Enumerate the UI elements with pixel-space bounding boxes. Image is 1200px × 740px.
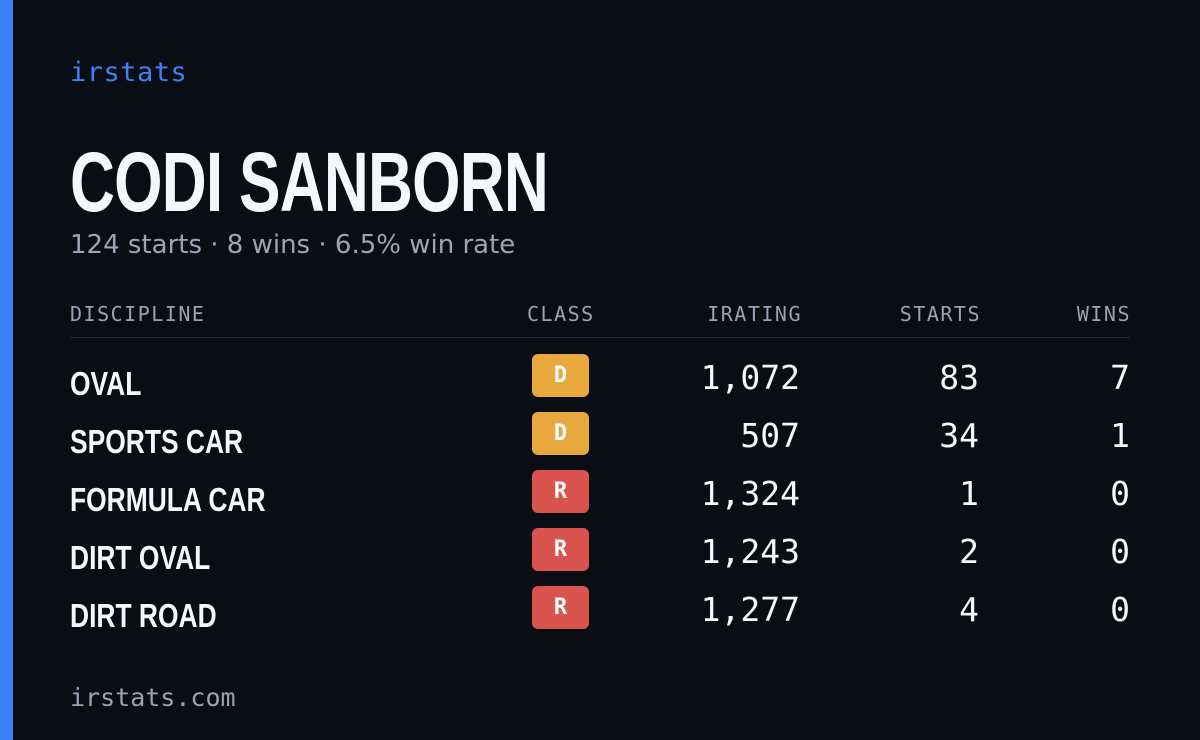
starts-value: 2 [959,532,979,571]
irating-value: 1,277 [700,590,800,629]
driver-summary: 124 starts · 8 wins · 6.5% win rate [70,230,516,260]
starts-value: 4 [959,590,979,629]
footer-url: irstats.com [70,683,236,712]
discipline-label: DIRT OVAL [70,539,211,576]
column-header-class: CLASS [527,302,595,326]
table-row: SPORTS CAR D 507 34 1 [0,412,1200,470]
discipline-label: DIRT ROAD [70,597,217,634]
wins-value: 0 [1110,590,1130,629]
class-badge: R [532,586,589,629]
column-header-irating: IRATING [707,302,802,326]
irating-value: 1,324 [700,474,800,513]
starts-value: 1 [959,474,979,513]
brand-logo-text: irstats [70,57,188,88]
starts-value: 34 [939,416,979,455]
header-divider [70,337,1130,338]
table-row: DIRT ROAD R 1,277 4 0 [0,586,1200,644]
column-header-starts: STARTS [899,302,981,326]
wins-value: 0 [1110,532,1130,571]
irating-value: 1,243 [700,532,800,571]
table-row: DIRT OVAL R 1,243 2 0 [0,528,1200,586]
column-header-wins: WINS [1076,302,1131,326]
class-badge: R [532,470,589,513]
class-badge: D [532,354,589,397]
table-row: OVAL D 1,072 83 7 [0,354,1200,412]
class-badge: D [532,412,589,455]
driver-name: CODI SANBORN [70,135,549,229]
accent-bar [0,0,13,740]
table-row: FORMULA CAR R 1,324 1 0 [0,470,1200,528]
wins-value: 0 [1110,474,1130,513]
irating-value: 507 [740,416,800,455]
discipline-label: OVAL [70,365,142,402]
class-badge: R [532,528,589,571]
wins-value: 1 [1110,416,1130,455]
irating-value: 1,072 [700,358,800,397]
discipline-label: SPORTS CAR [70,423,244,460]
column-header-discipline: DISCIPLINE [70,302,206,326]
starts-value: 83 [939,358,979,397]
discipline-label: FORMULA CAR [70,481,266,518]
wins-value: 7 [1110,358,1130,397]
